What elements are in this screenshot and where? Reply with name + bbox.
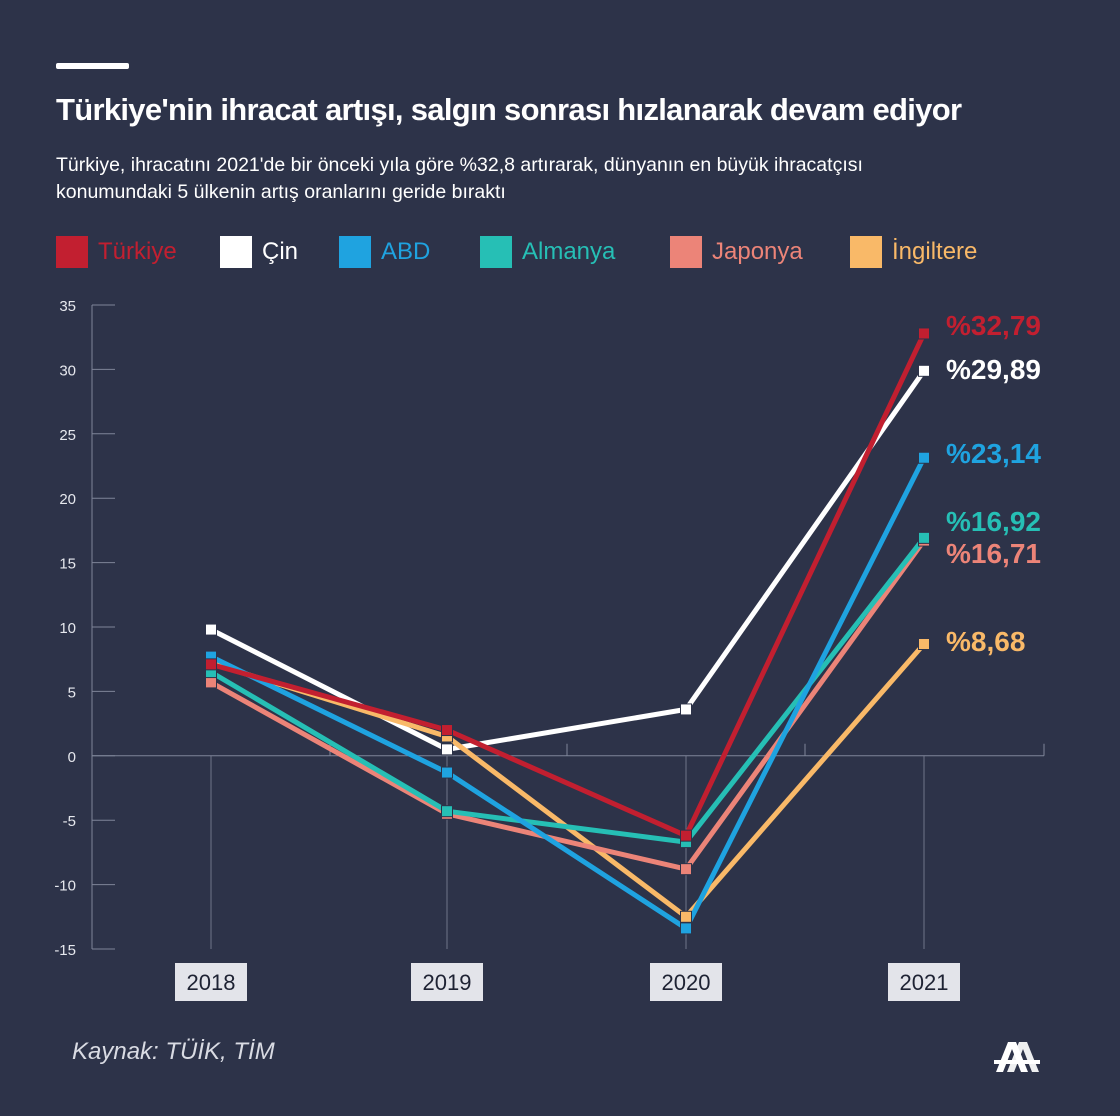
x-label-box [888,963,960,1001]
series-line-japonya [208,538,927,872]
data-point-cin [205,623,217,636]
data-point-cin [918,364,930,377]
x-label-box [175,963,247,1001]
series-line-abd [208,455,927,931]
legend-swatch [220,236,252,268]
x-tick-label: 2019 [423,970,472,995]
data-point-ingiltere [918,638,930,651]
chart-legend: Türkiye Çin ABD Almanya Japonya İngiltere [56,236,1056,272]
y-tick-label: 15 [59,556,76,573]
y-tick-label: -10 [54,878,76,895]
page-subtitle: Türkiye, ihracatını 2021'de bir önceki y… [56,154,863,203]
x-tick-label: 2020 [662,970,711,995]
data-point-almanya [918,531,930,544]
series-line-cin [208,368,927,752]
end-value-label-turkiye: %32,79 [946,310,1041,341]
data-point-turkiye [680,829,692,842]
y-tick-label: -15 [54,942,76,959]
data-point-ingiltere [680,910,692,923]
legend-item-ingiltere: İngiltere [850,236,977,268]
legend-label: ABD [381,238,431,265]
end-value-label-almanya: %16,92 [946,506,1041,537]
data-point-japonya [205,676,217,689]
legend-swatch [339,236,371,268]
series-line-turkiye [208,331,927,839]
x-label-box [650,963,722,1001]
data-point-almanya [441,805,453,818]
legend-label: Türkiye [98,238,177,265]
legend-swatch [480,236,512,268]
legend-label: Japonya [712,238,803,265]
end-value-label-cin: %29,89 [946,354,1041,385]
y-tick-label: 0 [68,749,76,766]
data-point-cin [441,743,453,756]
legend-item-cin: Çin [220,236,298,268]
end-value-label-abd: %23,14 [946,438,1041,469]
legend-label: Çin [262,238,299,265]
y-tick-label: 30 [59,362,76,379]
data-point-turkiye [918,327,930,340]
accent-bar [56,63,129,69]
data-point-abd [918,451,930,464]
legend-swatch [670,236,702,268]
source-note: Kaynak: TÜİK, TİM [72,1038,275,1065]
data-point-turkiye [205,658,217,671]
end-value-label-ingiltere: %8,68 [946,626,1025,657]
legend-label: İngiltere [892,238,978,265]
data-point-turkiye [441,724,453,737]
data-point-abd [441,766,453,779]
legend-item-abd: ABD [339,236,430,268]
legend-item-almanya: Almanya [480,236,615,268]
aa-logo-icon [994,1042,1040,1072]
x-label-box [411,963,483,1001]
x-tick-label: 2021 [900,970,949,995]
y-tick-label: 35 [59,298,76,315]
legend-label: Almanya [522,238,616,265]
end-value-label-japonya: %16,71 [946,538,1041,569]
data-point-cin [680,703,692,716]
data-point-abd [680,922,692,935]
y-tick-label: 5 [68,684,76,701]
y-tick-label: 10 [59,620,76,637]
y-tick-label: 25 [59,427,76,444]
page-title: Türkiye'nin ihracat artışı, salgın sonra… [56,92,962,127]
legend-swatch [850,236,882,268]
data-point-japonya [680,863,692,876]
legend-item-turkiye: Türkiye [56,236,177,268]
legend-swatch [56,236,88,268]
y-tick-label: -5 [63,813,76,830]
legend-item-japonya: Japonya [670,236,803,268]
y-tick-label: 20 [59,491,76,508]
x-tick-label: 2018 [187,970,236,995]
